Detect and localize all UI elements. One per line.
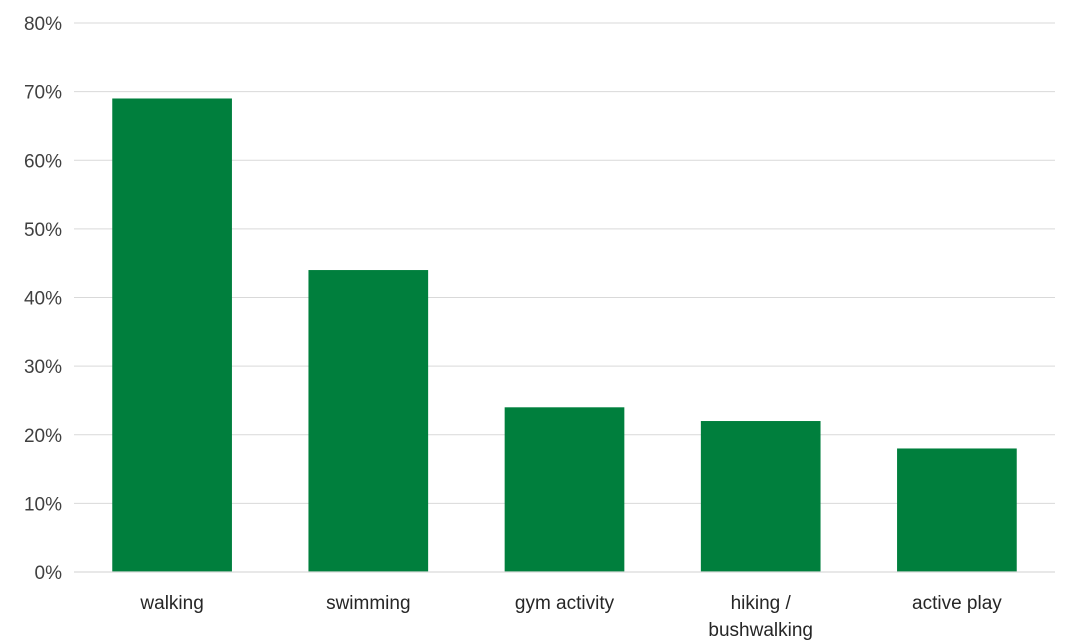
y-tick-label: 20% xyxy=(24,426,62,447)
bar-walking xyxy=(112,98,232,573)
x-category-label: gym activity xyxy=(515,593,615,614)
y-tick-label: 70% xyxy=(24,83,62,104)
bar-active-play xyxy=(897,448,1017,572)
y-tick-label: 80% xyxy=(24,14,62,35)
y-tick-label: 40% xyxy=(24,289,62,310)
x-category-label: hiking / bushwalking xyxy=(708,593,813,641)
y-tick-label: 10% xyxy=(24,494,62,515)
x-category-label: active play xyxy=(912,593,1002,614)
y-tick-label: 30% xyxy=(24,357,62,378)
bars xyxy=(112,98,1017,573)
bar-swimming xyxy=(308,270,429,572)
x-category-label: swimming xyxy=(326,593,410,614)
bar-hiking-bushwalking xyxy=(700,421,821,572)
gridlines xyxy=(74,22,1055,504)
bar-gym-activity xyxy=(504,407,625,572)
y-tick-label: 50% xyxy=(24,220,62,241)
x-axis-category-labels: walking swimming gym activity hiking / bushw… xyxy=(139,593,1002,641)
x-category-label: walking xyxy=(139,593,203,614)
y-axis-tick-labels: 0% 10% 20% 30% 40% 50% 60% 70% 80% xyxy=(24,14,62,584)
y-tick-label: 0% xyxy=(35,563,63,584)
y-tick-label: 60% xyxy=(24,151,62,172)
